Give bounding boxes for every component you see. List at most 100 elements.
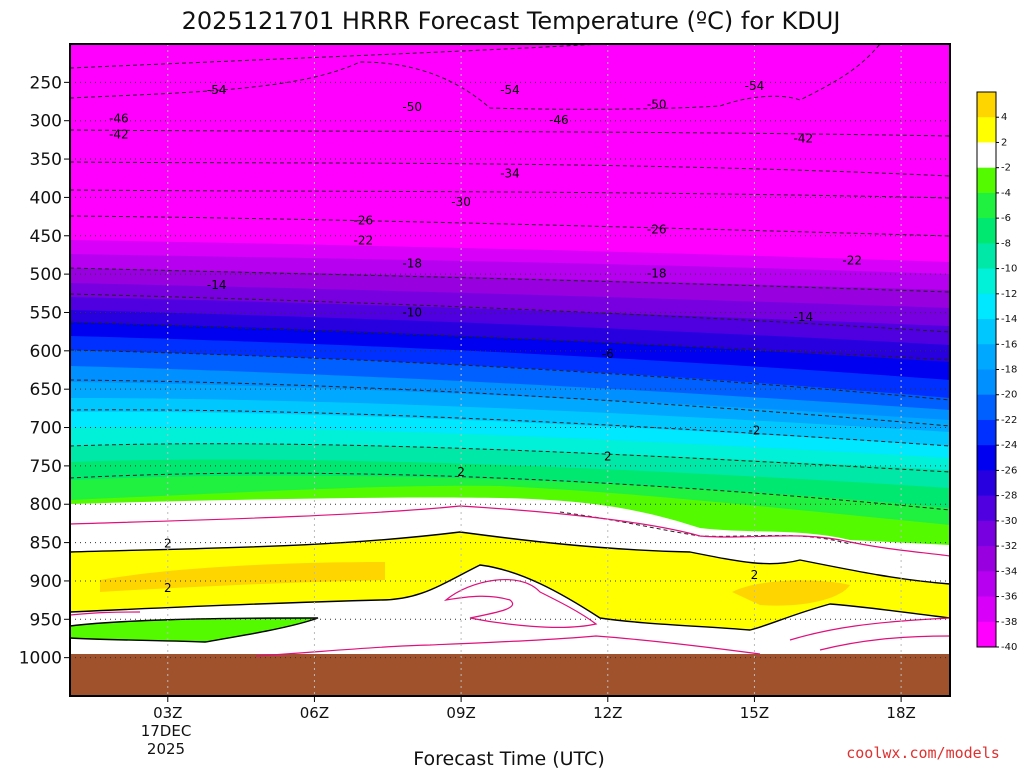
- isotherm-path: [70, 409, 950, 447]
- colorbar-label: -28: [1001, 491, 1017, 502]
- y-tick-label: 500: [30, 265, 62, 285]
- colorbar-swatch: [977, 621, 996, 648]
- colorbar: 4 2 -2 -4 -6 -8 -10 -12 -14 -16 -18 -20 -22 -24 -26 -28…: [976, 91, 1017, 653]
- isotherm-label: -54: [500, 83, 520, 97]
- colorbar-label: -26: [1001, 465, 1017, 476]
- y-tick-label: 650: [30, 380, 62, 400]
- colorbar-label: -2: [1001, 163, 1011, 174]
- temperature-fill-4-pocket-west: [100, 562, 385, 592]
- colorbar-label: -18: [1001, 365, 1017, 376]
- chart-title: 2025121701 HRRR Forecast Temperature (ºC…: [182, 7, 841, 35]
- colorbar-swatch: [977, 495, 996, 522]
- colorbar-swatch: [977, 470, 996, 497]
- colorbar-swatch: [977, 394, 996, 421]
- ground-fill: [70, 654, 950, 696]
- isotherm-label: -54: [745, 79, 765, 93]
- colorbar-label: -14: [1001, 314, 1017, 325]
- x-tick-label: 06Z: [300, 704, 329, 722]
- isotherm-label: -54: [207, 83, 227, 97]
- isotherm-label: -50: [647, 98, 667, 112]
- colorbar-label: -16: [1001, 339, 1017, 350]
- y-tick-label: 850: [30, 534, 62, 554]
- temperature-fill-4-pocket-east: [732, 580, 850, 606]
- colorbar-swatch: [977, 445, 996, 471]
- isotherm-label: 2: [751, 568, 759, 582]
- x-tick-label: 03Z: [153, 704, 182, 722]
- isotherm-path: [70, 472, 950, 511]
- isotherm-label: -22: [354, 233, 374, 247]
- colorbar-label: -22: [1001, 415, 1017, 426]
- isotherm-path: [70, 443, 950, 473]
- colorbar-swatch: [977, 293, 996, 320]
- isotherm-label: -18: [402, 256, 422, 270]
- colorbar-label: -20: [1001, 390, 1017, 401]
- isotherm-label: -22: [842, 253, 862, 267]
- isotherm-label: -42: [109, 128, 129, 142]
- y-tick-label: 750: [30, 457, 62, 477]
- y-tick-label: 250: [30, 73, 62, 93]
- isotherm-path: [443, 579, 598, 628]
- x-tick-label: 09Z: [446, 704, 475, 722]
- isotherm-path: [70, 189, 950, 199]
- colorbar-swatch: [977, 92, 996, 118]
- temperature-fill-2: [70, 532, 950, 630]
- colorbar-label: -36: [1001, 592, 1017, 603]
- y-tick-label: 900: [30, 572, 62, 592]
- isotherm-label: -34: [500, 167, 520, 181]
- isotherm-label: -30: [451, 195, 471, 209]
- x-tick-label: 15Z: [740, 704, 769, 722]
- isotherm-label: 2: [164, 536, 172, 550]
- isotherm-label: 2: [164, 581, 172, 595]
- y-tick-label: 550: [30, 303, 62, 323]
- colorbar-swatch: [977, 268, 996, 295]
- isotherm-path: [255, 635, 761, 657]
- colorbar-swatch: [977, 520, 996, 547]
- isotherm-labels: -54 -54 -54 -50 -50 -46 -46 -42 -42 -34 -30 -26 -26 -…: [109, 79, 862, 595]
- isotherm-path: [819, 635, 950, 651]
- credit-text[interactable]: coolwx.com/models: [846, 744, 1000, 762]
- isotherm-label: -46: [549, 113, 569, 127]
- colorbar-label: 2: [1001, 137, 1007, 148]
- y-tick-label: 450: [30, 227, 62, 247]
- isotherm-label: -26: [647, 223, 667, 237]
- isotherm-path: [70, 293, 950, 333]
- isotherm-path: [70, 379, 950, 427]
- isotherm-path: [70, 321, 950, 361]
- colorbar-swatch: [977, 546, 996, 572]
- y-tick-label: 300: [30, 112, 62, 132]
- colorbar-label: -6: [1001, 213, 1011, 224]
- isotherm-path: [70, 215, 950, 237]
- isotherm-path: [70, 617, 319, 643]
- isotherm-label: -46: [109, 111, 129, 125]
- isotherm-label: -6: [602, 347, 614, 361]
- colorbar-swatch: [977, 243, 996, 270]
- y-tick-label: 400: [30, 188, 62, 208]
- isotherm-path: [70, 44, 601, 69]
- x-axis: 03Z 06Z 09Z 12Z 15Z 18Z: [153, 696, 916, 722]
- y-tick-label: 950: [30, 610, 62, 630]
- y-tick-label: 800: [30, 495, 62, 515]
- isotherm-label: -10: [402, 305, 422, 319]
- colorbar-swatch: [977, 117, 996, 143]
- colorbar-label: -34: [1001, 566, 1017, 577]
- isotherm-label: -50: [402, 100, 422, 114]
- isotherm-path: [70, 505, 950, 557]
- isotherm-path: [70, 531, 950, 585]
- isotherm-path: [789, 617, 950, 641]
- colorbar-swatch: [977, 142, 996, 169]
- x-axis-label: Forecast Time (UTC): [413, 748, 604, 768]
- isotherm-label: -14: [207, 278, 227, 292]
- y-tick-label: 700: [30, 419, 62, 439]
- colorbar-swatch: [977, 571, 996, 598]
- colorbar-label: -12: [1001, 289, 1017, 300]
- x-tick-label: 12Z: [593, 704, 622, 722]
- plot-frame: [69, 43, 951, 697]
- colorbar-swatch: [977, 192, 996, 219]
- date-label-year: 2025: [147, 740, 185, 758]
- colorbar-label: -38: [1001, 617, 1017, 628]
- isotherm-label: -14: [794, 310, 814, 324]
- warm-isotherm-contours: [70, 505, 950, 657]
- colorbar-swatch: [977, 319, 996, 345]
- isotherm-lines: [70, 44, 950, 545]
